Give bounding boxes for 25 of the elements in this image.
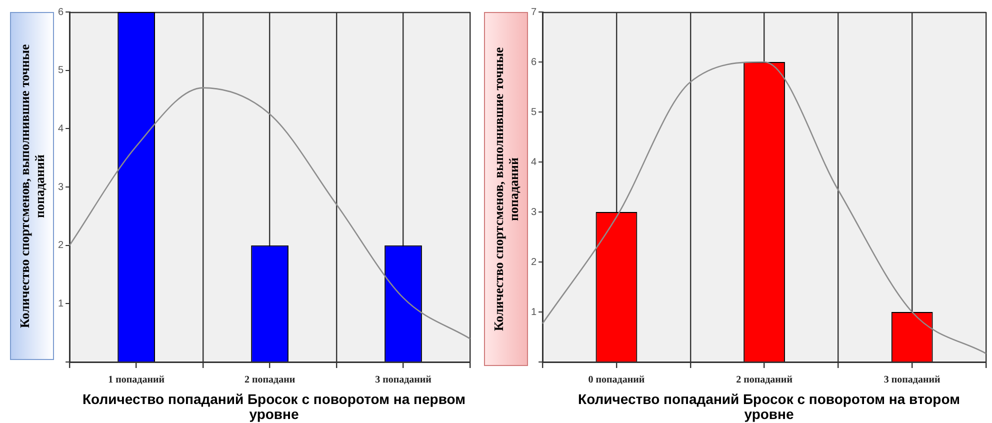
y-tick-label: 1 <box>531 306 537 318</box>
y-tick-label: 5 <box>531 106 537 118</box>
y-tick-label: 2 <box>531 256 537 268</box>
y-tick-label: 4 <box>58 123 64 134</box>
x-axis-title: Количество попаданий Бросок с поворотом на втором уровне <box>577 391 961 422</box>
y-tick-label: 6 <box>531 56 537 68</box>
y-tick-label: 7 <box>531 6 537 18</box>
y-axis-title: Количество спортсменов, выполнившие точные попаданий <box>10 12 54 360</box>
x-tick-label: 1 попаданий <box>108 374 165 386</box>
x-tick-label: 0 попаданий <box>588 374 645 386</box>
x-axis-title: Количество попаданий Бросок с поворотом на первом уровне <box>82 391 466 422</box>
x-tick-label: 3 попаданий <box>375 374 432 386</box>
y-tick-label: 6 <box>58 6 64 18</box>
line-series <box>542 61 987 354</box>
x-tick-label: 3 попаданий <box>884 374 941 386</box>
y-tick-label: 5 <box>58 65 64 76</box>
y-axis-title: Количество спортсменов, выполнившие точные попаданий <box>484 12 528 366</box>
y-tick-label: 3 <box>58 182 64 193</box>
y-tick-label: 3 <box>531 206 537 218</box>
y-tick-label: 1 <box>58 298 64 310</box>
line-series <box>68 87 471 340</box>
y-tick-label: 4 <box>531 156 537 168</box>
x-tick-label: 2 попадани <box>244 374 296 386</box>
x-tick-label: 2 попаданий <box>736 374 793 386</box>
y-tick-label: 2 <box>58 240 64 252</box>
